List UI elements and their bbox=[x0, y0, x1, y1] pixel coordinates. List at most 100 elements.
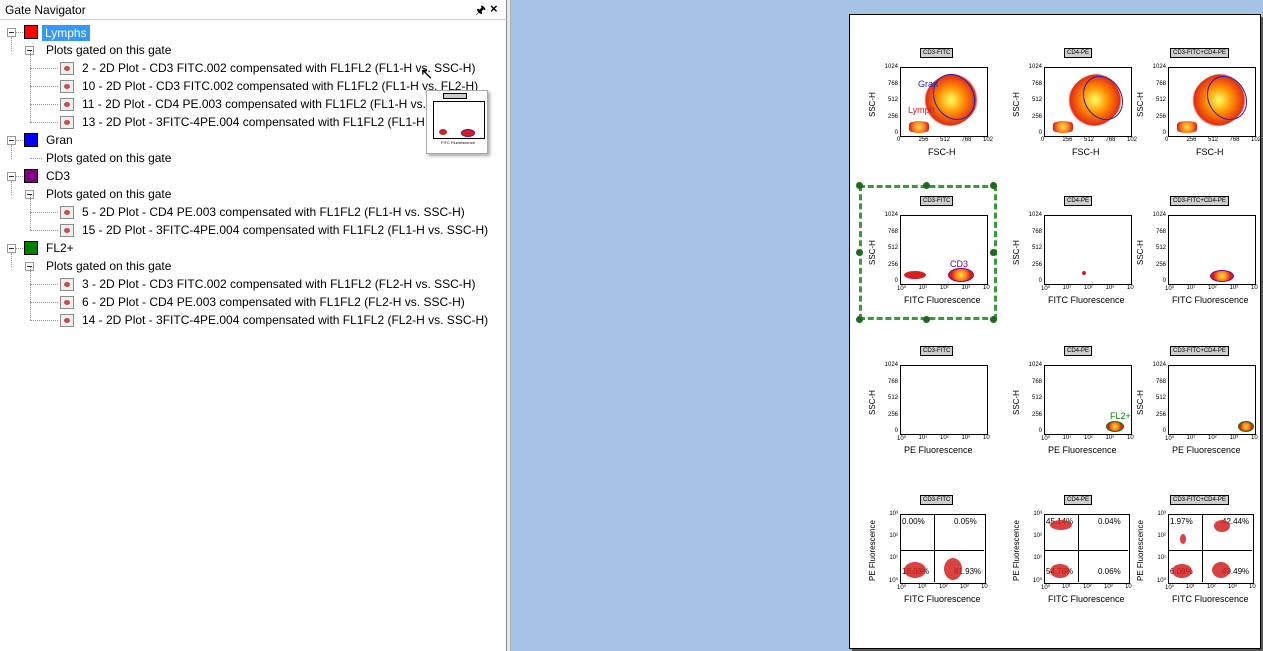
close-icon[interactable]: × bbox=[490, 1, 498, 16]
gate-tree: Lymphs Plots gated on this gate 2 - 2D Plo… bbox=[0, 20, 506, 651]
tree-connector bbox=[11, 253, 12, 267]
plot-item[interactable]: 13 - 2D Plot - 3FITC-4PE.004 compensated… bbox=[82, 115, 468, 129]
quadrant-line-v bbox=[934, 514, 935, 582]
population-pos bbox=[1106, 421, 1124, 432]
thumbnail-title bbox=[443, 93, 467, 99]
x-tick-label: 512 bbox=[1084, 137, 1095, 143]
population-lymph bbox=[1050, 121, 1076, 133]
plot-title: CD3-FITC bbox=[920, 196, 954, 206]
gate-name-lymphs[interactable]: Lymphs bbox=[42, 25, 90, 41]
plot-item[interactable]: 2 - 2D Plot - CD3 FITC.002 compensated w… bbox=[82, 61, 476, 75]
x-tick-label: 10³ bbox=[961, 435, 971, 441]
plot-item[interactable]: 5 - 2D Plot - CD4 PE.003 compensated wit… bbox=[82, 205, 465, 219]
tree-connector bbox=[30, 302, 58, 303]
y-axis-label: SSC-H bbox=[868, 390, 877, 415]
gate-label-gran: Gran bbox=[918, 79, 939, 89]
x-tick-label: 256 bbox=[1062, 137, 1073, 143]
resize-handle[interactable] bbox=[990, 249, 997, 256]
y-tick-label: 10⁰ bbox=[888, 578, 898, 584]
x-tick-label: 10² bbox=[1083, 584, 1092, 590]
collapse-toggle-icon[interactable] bbox=[7, 172, 16, 181]
x-tick-label: 0 bbox=[1165, 137, 1169, 143]
x-tick-label: 10³ bbox=[961, 285, 971, 291]
x-tick-label: 10 bbox=[983, 285, 990, 291]
plots-gated-label: Plots gated on this gate bbox=[46, 259, 172, 273]
resize-handle[interactable] bbox=[990, 316, 997, 323]
tree-connector bbox=[30, 158, 42, 159]
y-tick-label: 0 bbox=[1162, 278, 1166, 284]
resize-handle[interactable] bbox=[856, 182, 863, 189]
plot-area[interactable] bbox=[1044, 215, 1132, 285]
y-tick-label: 10¹ bbox=[889, 555, 898, 561]
gate-name-gran[interactable]: Gran bbox=[46, 133, 73, 147]
y-tick-label: 256 bbox=[1031, 411, 1042, 418]
collapse-toggle-icon[interactable] bbox=[25, 262, 34, 271]
plot-item[interactable]: 6 - 2D Plot - CD4 PE.003 compensated wit… bbox=[82, 295, 465, 309]
x-tick-label: 10² bbox=[1084, 285, 1093, 291]
gate-color-swatch bbox=[24, 133, 38, 147]
y-tick-label: 512 bbox=[1031, 245, 1042, 251]
x-tick-label: 10¹ bbox=[1186, 435, 1196, 441]
y-tick-label: 1024 bbox=[884, 212, 898, 218]
collapse-toggle-icon[interactable] bbox=[7, 244, 16, 253]
plot-area[interactable] bbox=[900, 365, 988, 435]
x-tick-label: 0 bbox=[1041, 137, 1045, 143]
y-tick-label: 1024 bbox=[1152, 212, 1166, 218]
collapse-toggle-icon[interactable] bbox=[25, 190, 34, 199]
y-tick-label: 512 bbox=[887, 395, 898, 401]
plot-title: CD3-FITC+CD4-PE bbox=[1170, 196, 1229, 206]
gate-label-cd3: CD3 bbox=[950, 259, 969, 269]
collapse-toggle-icon[interactable] bbox=[25, 46, 34, 55]
resize-handle[interactable] bbox=[856, 249, 863, 256]
selected-plot-frame[interactable] bbox=[859, 185, 997, 320]
collapse-toggle-icon[interactable] bbox=[7, 28, 16, 37]
tree-connector bbox=[30, 303, 31, 320]
gate-name-cd3[interactable]: CD3 bbox=[46, 169, 71, 183]
population-ul bbox=[1180, 534, 1186, 544]
x-tick-label: 10² bbox=[940, 435, 949, 441]
x-tick-label: 10 bbox=[1251, 435, 1258, 441]
x-tick-label: 10 bbox=[1125, 584, 1132, 590]
plot-icon bbox=[60, 62, 74, 75]
pin-icon[interactable]: 🖈 bbox=[475, 3, 487, 17]
y-tick-label: 768 bbox=[1031, 228, 1042, 235]
x-tick-label: 10² bbox=[1084, 435, 1093, 441]
x-tick-label: 10⁰ bbox=[1165, 585, 1175, 591]
x-tick-label: 512 bbox=[940, 137, 951, 143]
plot-item[interactable]: 14 - 2D Plot - 3FITC-4PE.004 compensated… bbox=[82, 313, 489, 327]
tree-connector bbox=[30, 122, 58, 123]
y-tick-label: 512 bbox=[1155, 245, 1166, 251]
plot-icon bbox=[60, 98, 74, 111]
tree-connector bbox=[16, 248, 23, 249]
resize-handle[interactable] bbox=[923, 316, 930, 323]
collapse-toggle-icon[interactable] bbox=[7, 136, 16, 145]
resize-handle[interactable] bbox=[856, 316, 863, 323]
y-axis-label: PE Fluorescence bbox=[1012, 520, 1021, 581]
plot-item[interactable]: 11 - 2D Plot - CD4 PE.003 compensated wi… bbox=[82, 97, 467, 111]
x-tick-label: 10³ bbox=[1228, 584, 1237, 590]
y-axis-label: SSC-H bbox=[1012, 92, 1021, 117]
quadrant-lr-percent: 81.93% bbox=[954, 567, 982, 576]
resize-handle[interactable] bbox=[990, 182, 997, 189]
gate-navigator-panel: Gate Navigator 🖈 × Lymphs Plots gated on … bbox=[0, 0, 507, 651]
gate-name-fl2plus[interactable]: FL2+ bbox=[46, 241, 74, 255]
quadrant-line-h bbox=[1044, 550, 1128, 551]
y-axis-label: SSC-H bbox=[1136, 390, 1145, 415]
x-tick-label: 10¹ bbox=[1186, 584, 1195, 590]
plot-item[interactable]: 15 - 2D Plot - 3FITC-4PE.004 compensated… bbox=[82, 223, 489, 237]
x-axis-label: FITC Fluorescence bbox=[1048, 295, 1125, 305]
thumbnail-xlabel: FITC Fluorescence bbox=[441, 140, 476, 145]
x-axis-label: PE Fluorescence bbox=[1048, 445, 1117, 455]
resize-handle[interactable] bbox=[923, 182, 930, 189]
tree-connector bbox=[30, 284, 58, 285]
plot-item[interactable]: 3 - 2D Plot - CD3 FITC.002 compensated w… bbox=[82, 277, 476, 291]
plot-item[interactable]: 10 - 2D Plot - CD3 FITC.002 compensated … bbox=[82, 79, 479, 93]
plots-gated-label: Plots gated on this gate bbox=[46, 187, 172, 201]
tree-connector bbox=[11, 145, 12, 159]
tree-connector bbox=[16, 176, 23, 177]
y-tick-label: 1024 bbox=[1152, 64, 1166, 70]
panel-splitter[interactable] bbox=[507, 0, 511, 651]
tree-connector bbox=[16, 140, 23, 141]
x-tick-label: 10⁰ bbox=[1165, 286, 1175, 292]
plot-icon bbox=[60, 80, 74, 93]
